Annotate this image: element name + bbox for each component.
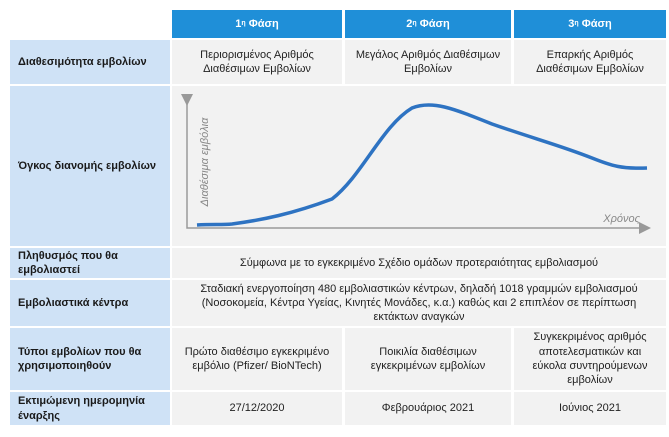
cell: Ποικιλία διαθέσιμων εγκεκριμένων εμβολίω… xyxy=(345,328,511,390)
cell: Επαρκής Αριθμός Διαθέσιμων Εμβολίων xyxy=(514,40,666,84)
phase-label: Φάση xyxy=(248,17,279,30)
row-label: Εμβολιαστικά κέντρα xyxy=(10,280,170,326)
chart-cell: Διαθέσιμα εμβόλια Χρόνος xyxy=(172,86,666,246)
cell-wide: Σύμφωνα με το εγκεκριμένο Σχέδιο ομάδων … xyxy=(172,248,666,278)
cell: Συγκεκριμένος αριθμός αποτελεσματικών κα… xyxy=(514,328,666,390)
cell: Ιούνιος 2021 xyxy=(514,392,666,425)
phase-label: Φάση xyxy=(419,17,450,30)
phase-suffix: η xyxy=(574,20,579,28)
cell: Μεγάλος Αριθμός Διαθέσιμων Εμβολίων xyxy=(345,40,511,84)
phase-number: 3 xyxy=(568,17,575,30)
phase-suffix: η xyxy=(241,20,246,28)
illustration: Διαθέσιμα εμβόλια Χρόνος xyxy=(181,94,651,234)
cell: Περιορισμένος Αριθμός Διαθέσιμων Εμβολίω… xyxy=(172,40,342,84)
cell: 27/12/2020 xyxy=(172,392,342,425)
axes xyxy=(181,94,651,234)
cell-wide: Σταδιακή ενεργοποίηση 480 εμβολιαστικών … xyxy=(172,280,666,326)
curve xyxy=(196,103,648,227)
phase-suffix: η xyxy=(412,20,417,28)
row-label: Όγκος διανομής εμβολίων xyxy=(10,86,170,246)
phase-number: 1 xyxy=(235,17,242,30)
cell: Φεβρουάριος 2021 xyxy=(345,392,511,425)
x-axis-label: Χρόνος xyxy=(602,213,640,225)
phase-number: 2 xyxy=(406,17,413,30)
row-label: Εκτιμώμενη ημερομηνία έναρξης xyxy=(10,392,170,425)
y-axis-label: Διαθέσιμα εμβόλια xyxy=(199,117,211,207)
row-label: Διαθεσιμότητα εμβολίων xyxy=(10,40,170,84)
cell: Πρώτο διαθέσιμο εγκεκριμένο εμβόλιο (Pfi… xyxy=(172,328,342,390)
row-label: Τύποι εμβολίων που θα χρησιμοποιηθούν xyxy=(10,328,170,390)
phase-label: Φάση xyxy=(581,17,612,30)
row-label: Πληθυσμός που θα εμβολιαστεί xyxy=(10,248,170,278)
